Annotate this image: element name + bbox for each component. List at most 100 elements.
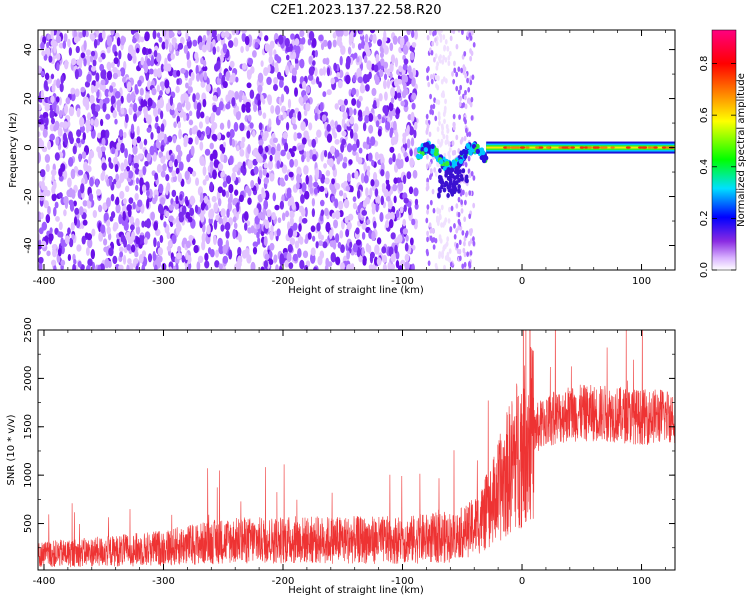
spectrogram-mark [443,44,447,51]
spectrogram-mark [153,106,159,118]
snr-xtick-label: -100 [391,576,414,587]
spectrogram-mark [317,255,323,266]
spectrogram-mark [221,31,226,38]
spectrogram-mark [365,106,370,116]
spectrogram-mark [371,206,376,215]
snr-xtick-label: -200 [272,576,295,587]
spectrogram-mark [314,167,320,177]
spectrogram-xtick-label: -100 [391,276,414,287]
spectrogram-mark [201,223,206,233]
spectrogram-mark [103,212,109,222]
spectrogram-mark [172,265,177,270]
spectrogram-mark [99,98,104,110]
spectrogram-mark [246,130,251,139]
spectrogram-mark [385,170,390,181]
spectrogram-mark [468,32,472,38]
spectrogram-mark [178,128,182,140]
spectrogram-mark [111,147,116,155]
spectrogram-mark [268,49,273,57]
spectrogram-mark [429,30,432,36]
spectrogram-mark [100,146,106,152]
spectrogram-mark [168,215,174,222]
spectrogram-mark [113,57,119,65]
spectrogram-mark [177,30,182,35]
spectrogram-mark [284,37,290,48]
spectrogram-mark [158,36,163,43]
spectrogram-mark [464,191,468,198]
spectrogram-mark [101,169,106,178]
spectrogram-mark [212,104,218,113]
spectrogram-mark [141,184,147,193]
spectrogram-mark [262,112,267,120]
spectrogram-mark [352,202,358,210]
spectrogram-mark [40,41,45,50]
spectrogram-mark [338,190,344,197]
spectrogram-mark [180,36,185,45]
spectrogram-mark [215,249,219,258]
spectrogram-mark [99,63,105,72]
spectrogram-mark [445,134,449,141]
spectrogram-mark [468,262,471,268]
spectrogram-mark [48,55,53,63]
spectrogram-mark [48,232,54,242]
spectrogram-mark [110,193,115,202]
spectrogram-mark [389,130,393,138]
spectrogram-mark [247,144,251,154]
spectrogram-mark [95,188,102,196]
spectrogram-mark [345,228,350,238]
spectrogram-mark [209,181,214,192]
colorbar-tick-label: 0.6 [699,107,710,123]
spectrogram-mark [112,255,118,265]
spectrogram-mark [372,220,377,229]
spectrogram-mark [46,250,51,257]
spectrogram-mark [286,151,291,160]
spectrogram-mark [333,219,339,229]
spectrogram-mark [389,63,394,73]
spectrogram-mark [101,137,106,146]
spectrogram-mark [448,248,452,254]
spectrogram-mark [369,254,374,264]
spectrogram-mark [132,201,136,210]
transition-mark [448,180,453,186]
spectrogram-mark [280,149,286,157]
spectrogram-mark [413,121,418,131]
spectrogram-mark [137,199,143,208]
spectrogram-mark [210,153,214,162]
spectrogram-mark [336,36,341,47]
spectrogram-mark [366,60,372,71]
spectrogram-mark [160,170,166,178]
spectrogram-mark [186,50,190,61]
spectrogram-mark [390,253,396,263]
spectrogram-mark [428,222,432,228]
spectrogram-mark [392,120,397,131]
spectrogram-mark [46,48,51,56]
spectrogram-mark [361,231,366,240]
spectrogram-mark [228,94,232,101]
spectrogram-mark [380,195,385,206]
spectrogram-mark [403,197,409,204]
transition-mark [461,148,467,155]
spectrogram-mark [55,136,60,146]
spectrogram-mark [356,138,360,149]
spectrogram-mark [432,244,436,250]
spectrogram-mark [413,129,417,139]
spectrogram-mark [257,212,264,219]
spectrogram-mark [232,216,237,223]
spectrogram-mark [216,46,220,53]
spectrogram-mark [468,190,472,196]
spectrogram-mark [314,49,319,58]
spectrogram-mark [307,74,314,81]
spectrogram-mark [299,58,305,69]
spectrogram-mark [442,111,446,118]
spectrogram-mark [472,240,476,247]
spectrogram-mark [349,116,355,125]
spectrogram-mark [191,170,197,177]
spectrogram-mark [196,130,202,139]
spectrogram-mark [282,131,288,140]
spectrogram-mark [436,75,440,81]
spectrogram-mark [442,54,446,61]
spectrogram-mark [224,221,231,231]
spectrogram-mark [340,143,345,153]
spectrogram-mark [463,266,467,270]
spectrogram-mark [145,218,151,229]
